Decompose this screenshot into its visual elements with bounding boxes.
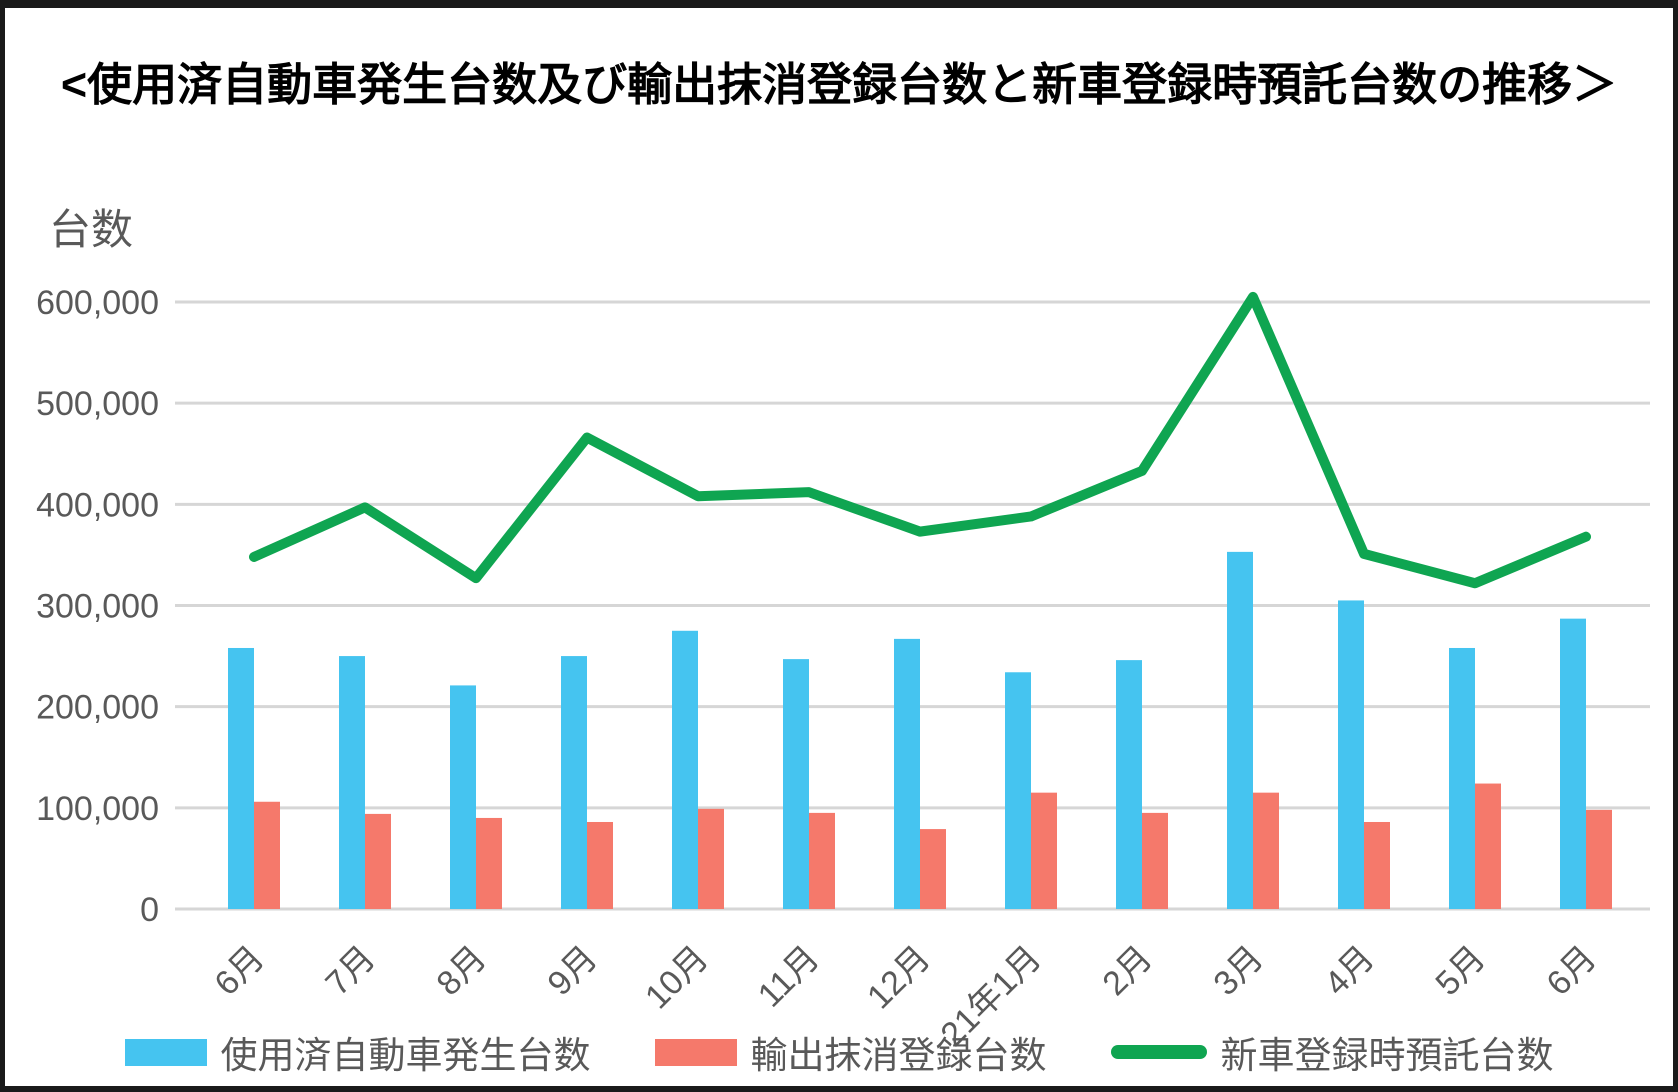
y-tick-label: 200,000 bbox=[36, 689, 159, 727]
chart-legend: 使用済自動車発生台数 輸出抹消登録台数 新車登録時預託台数 bbox=[5, 1020, 1673, 1084]
bar-used-cars-6 bbox=[894, 638, 920, 909]
legend-swatch-export-dereg bbox=[654, 1038, 737, 1066]
bar-used-cars-3 bbox=[561, 656, 587, 909]
bar-export-dereg-5 bbox=[809, 812, 835, 909]
x-tick-label: 6月 bbox=[1539, 939, 1603, 1003]
y-tick-label: 400,000 bbox=[36, 486, 159, 524]
x-tick-label: 6月 bbox=[207, 939, 271, 1003]
bar-export-dereg-8 bbox=[1142, 812, 1168, 909]
x-tick-label: 10月 bbox=[638, 939, 716, 1017]
bar-export-dereg-3 bbox=[587, 821, 613, 909]
bar-used-cars-2 bbox=[450, 685, 476, 909]
bar-used-cars-7 bbox=[1005, 672, 1031, 909]
legend-item-export-dereg: 輸出抹消登録台数 bbox=[654, 1025, 1047, 1079]
bar-used-cars-11 bbox=[1449, 647, 1475, 909]
bar-export-dereg-0 bbox=[254, 801, 280, 909]
y-tick-label: 0 bbox=[140, 891, 159, 929]
y-tick-label: 500,000 bbox=[36, 385, 159, 423]
y-tick-label: 100,000 bbox=[36, 790, 159, 828]
legend-label-used-cars: 使用済自動車発生台数 bbox=[220, 1035, 591, 1076]
bar-export-dereg-2 bbox=[476, 817, 502, 909]
legend-item-deposit: 新車登録時預託台数 bbox=[1110, 1025, 1554, 1079]
bar-export-dereg-1 bbox=[365, 813, 391, 909]
y-tick-label: 600,000 bbox=[36, 284, 159, 322]
bar-export-dereg-12 bbox=[1586, 809, 1612, 909]
legend-label-export-dereg: 輸出抹消登録台数 bbox=[750, 1035, 1047, 1076]
x-tick-label: 3月 bbox=[1206, 939, 1270, 1003]
y-axis-title: 台数 bbox=[49, 206, 134, 253]
x-tick-label: 9月 bbox=[540, 939, 604, 1003]
bar-used-cars-0 bbox=[228, 647, 254, 909]
x-tick-label: 2月 bbox=[1095, 939, 1159, 1003]
bar-used-cars-8 bbox=[1116, 660, 1142, 909]
bar-export-dereg-11 bbox=[1475, 783, 1501, 909]
bar-export-dereg-4 bbox=[698, 808, 724, 909]
x-tick-label: 11月 bbox=[751, 939, 827, 1015]
bar-used-cars-10 bbox=[1338, 600, 1364, 909]
legend-swatch-used-cars bbox=[124, 1038, 207, 1066]
y-tick-label: 300,000 bbox=[36, 587, 159, 625]
x-tick-label: 12月 bbox=[860, 939, 938, 1017]
x-tick-label: 5月 bbox=[1428, 939, 1492, 1003]
legend-swatch-deposit-line bbox=[1110, 1045, 1207, 1059]
x-tick-label: 4月 bbox=[1317, 939, 1381, 1003]
bar-export-dereg-7 bbox=[1031, 792, 1057, 909]
bar-used-cars-12 bbox=[1560, 618, 1586, 909]
x-tick-label: 7月 bbox=[318, 939, 382, 1003]
chart-title: <使用済自動車発生台数及び輸出抹消登録台数と新車登録時預託台数の推移＞ bbox=[60, 59, 1618, 110]
legend-label-deposit: 新車登録時預託台数 bbox=[1220, 1035, 1554, 1076]
chart-svg: 0 100,000 200,000 300,000 400,000 500,000 600,… bbox=[36, 284, 1650, 1054]
bar-used-cars-5 bbox=[783, 659, 809, 909]
bar-used-cars-9 bbox=[1227, 551, 1253, 909]
bar-export-dereg-10 bbox=[1364, 821, 1390, 909]
bar-export-dereg-9 bbox=[1253, 792, 1279, 909]
x-tick-label: 8月 bbox=[429, 939, 493, 1003]
bar-export-dereg-6 bbox=[920, 829, 946, 909]
deposit-line bbox=[249, 291, 1591, 589]
bar-used-cars-1 bbox=[339, 656, 365, 909]
bar-used-cars-4 bbox=[672, 630, 698, 909]
legend-item-used-cars: 使用済自動車発生台数 bbox=[124, 1025, 591, 1079]
